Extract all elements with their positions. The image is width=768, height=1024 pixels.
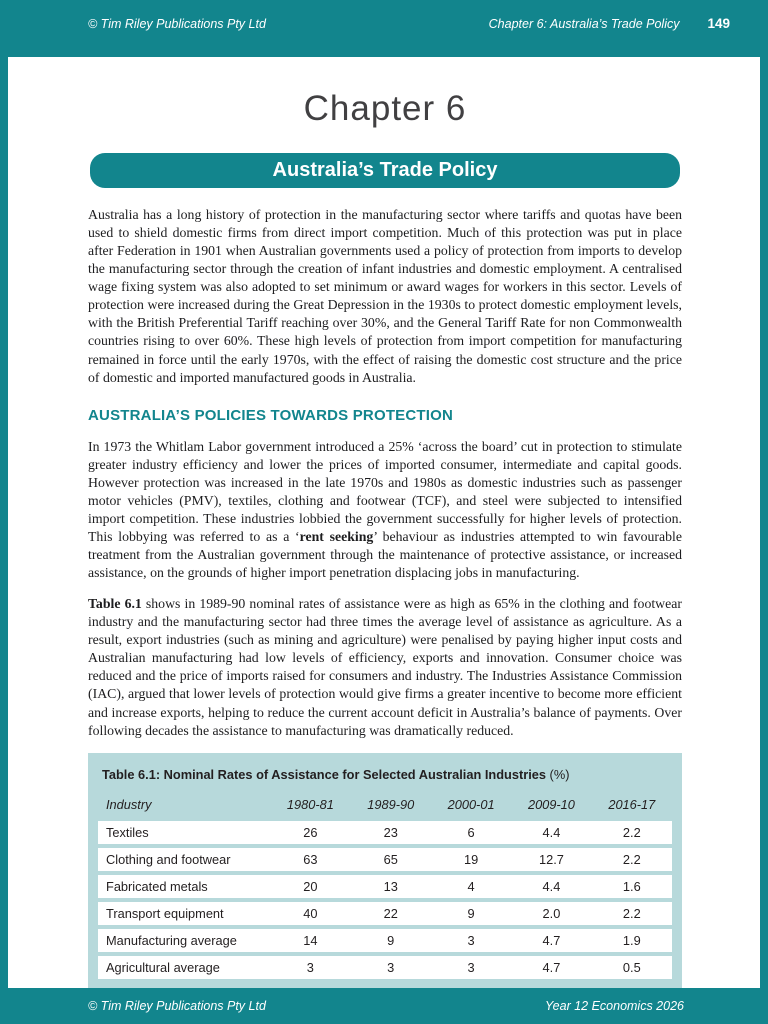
header-row: Industry 1980-81 1989-90 2000-01 2009-10…: [98, 796, 672, 817]
assistance-table-body: Textiles 26 23 6 4.4 2.2 Clothing and footwear…: [98, 820, 672, 979]
intro-paragraph: Australia has a long history of protecti…: [88, 207, 682, 385]
table-row: Fabricated metals 20 13 4 4.4 1.6: [98, 874, 672, 898]
value-cell: 3: [350, 955, 431, 979]
value-cell: 12.7: [511, 847, 592, 871]
value-cell: 40: [270, 901, 351, 925]
value-cell: 1.6: [591, 874, 672, 898]
value-cell: 3: [430, 955, 512, 979]
column-header-industry: Industry: [106, 796, 152, 812]
industry-cell: Agricultural average: [98, 955, 271, 979]
column-header-1989-90: 1989-90: [367, 796, 415, 812]
table-ref-bold: Table 6.1: [88, 596, 142, 612]
value-cell: 2.0: [511, 901, 592, 925]
title-banner: Australia’s Trade Policy: [90, 153, 680, 188]
column-header-2016-17: 2016-17: [608, 796, 656, 812]
value-cell: 2.2: [591, 847, 672, 871]
table-discussion-post: shows in 1989-90 nominal rates of assist…: [88, 596, 682, 738]
footer-bar: © Tim Riley Publications Pty Ltd Year 12…: [0, 988, 768, 1024]
value-cell: 26: [270, 820, 351, 844]
table-discussion-paragraph: Table 6.1 shows in 1989-90 nominal rates…: [88, 595, 682, 740]
value-cell: 4.7: [511, 928, 592, 952]
table-title-main: Table 6.1: Nominal Rates of Assistance f…: [102, 766, 546, 782]
value-cell: 65: [350, 847, 431, 871]
value-cell: 22: [350, 901, 431, 925]
industry-cell: Transport equipment: [98, 901, 271, 925]
value-cell: 4.7: [511, 955, 592, 979]
table-row: Transport equipment 40 22 9 2.0 2.2: [98, 901, 672, 925]
industry-cell: Clothing and footwear: [98, 847, 271, 871]
value-cell: 23: [350, 820, 431, 844]
value-cell: 20: [270, 874, 351, 898]
value-cell: 2.2: [591, 901, 672, 925]
policies-paragraph: In 1973 the Whitlam Labor government int…: [88, 438, 682, 583]
value-cell: 3: [430, 928, 512, 952]
value-cell: 1.9: [591, 928, 672, 952]
table-row: Clothing and footwear 63 65 19 12.7 2.2: [98, 847, 672, 871]
header-publisher: © Tim Riley Publications Pty Ltd: [88, 16, 266, 31]
header-chapter-ref: Chapter 6: Australia’s Trade Policy: [488, 16, 680, 31]
rent-seeking-bold: rent seeking: [299, 528, 374, 544]
value-cell: 6: [430, 820, 512, 844]
title-banner-label: Australia’s Trade Policy: [272, 159, 498, 181]
table-title-unit: (%): [546, 766, 570, 782]
industry-cell: Textiles: [98, 820, 271, 844]
value-cell: 4.4: [511, 874, 592, 898]
value-cell: 9: [430, 901, 512, 925]
assistance-table-header: Industry 1980-81 1989-90 2000-01 2009-10…: [98, 796, 672, 817]
value-cell: 14: [270, 928, 351, 952]
page-number: 149: [707, 16, 730, 31]
chapter-title: Chapter 6: [303, 89, 467, 128]
value-cell: 2.2: [591, 820, 672, 844]
page-body: Chapter 6 Australia’s Trade Policy Austr…: [8, 57, 760, 988]
value-cell: 0.5: [591, 955, 672, 979]
value-cell: 63: [270, 847, 351, 871]
assistance-table: Industry 1980-81 1989-90 2000-01 2009-10…: [98, 792, 672, 983]
industry-cell: Manufacturing average: [98, 928, 271, 952]
table-row: Agricultural average 3 3 3 4.7 0.5: [98, 955, 672, 979]
table-row: Manufacturing average 14 9 3 4.7 1.9: [98, 928, 672, 952]
section-heading: AUSTRALIA’S POLICIES TOWARDS PROTECTION: [88, 406, 454, 424]
table-title: Table 6.1: Nominal Rates of Assistance f…: [98, 765, 672, 792]
header-bar: © Tim Riley Publications Pty Ltd Chapter…: [0, 0, 768, 57]
table-row: Textiles 26 23 6 4.4 2.2: [98, 820, 672, 844]
value-cell: 4.4: [511, 820, 592, 844]
column-header-1980-81: 1980-81: [286, 796, 334, 812]
policies-paragraph-pre: In 1973 the Whitlam Labor government int…: [88, 438, 682, 544]
value-cell: 19: [430, 847, 512, 871]
column-header-2000-01: 2000-01: [447, 796, 495, 812]
value-cell: 13: [350, 874, 431, 898]
footer-publisher: © Tim Riley Publications Pty Ltd: [88, 999, 266, 1013]
policies-paragraph-post: ’ behaviour as industries attempted to w…: [88, 528, 682, 581]
value-cell: 3: [270, 955, 351, 979]
value-cell: 9: [350, 928, 431, 952]
value-cell: 4: [430, 874, 512, 898]
column-header-2009-10: 2009-10: [527, 796, 575, 812]
assistance-table-panel: Table 6.1: Nominal Rates of Assistance f…: [88, 752, 682, 988]
footer-edition: Year 12 Economics 2026: [545, 999, 684, 1013]
industry-cell: Fabricated metals: [98, 874, 271, 898]
